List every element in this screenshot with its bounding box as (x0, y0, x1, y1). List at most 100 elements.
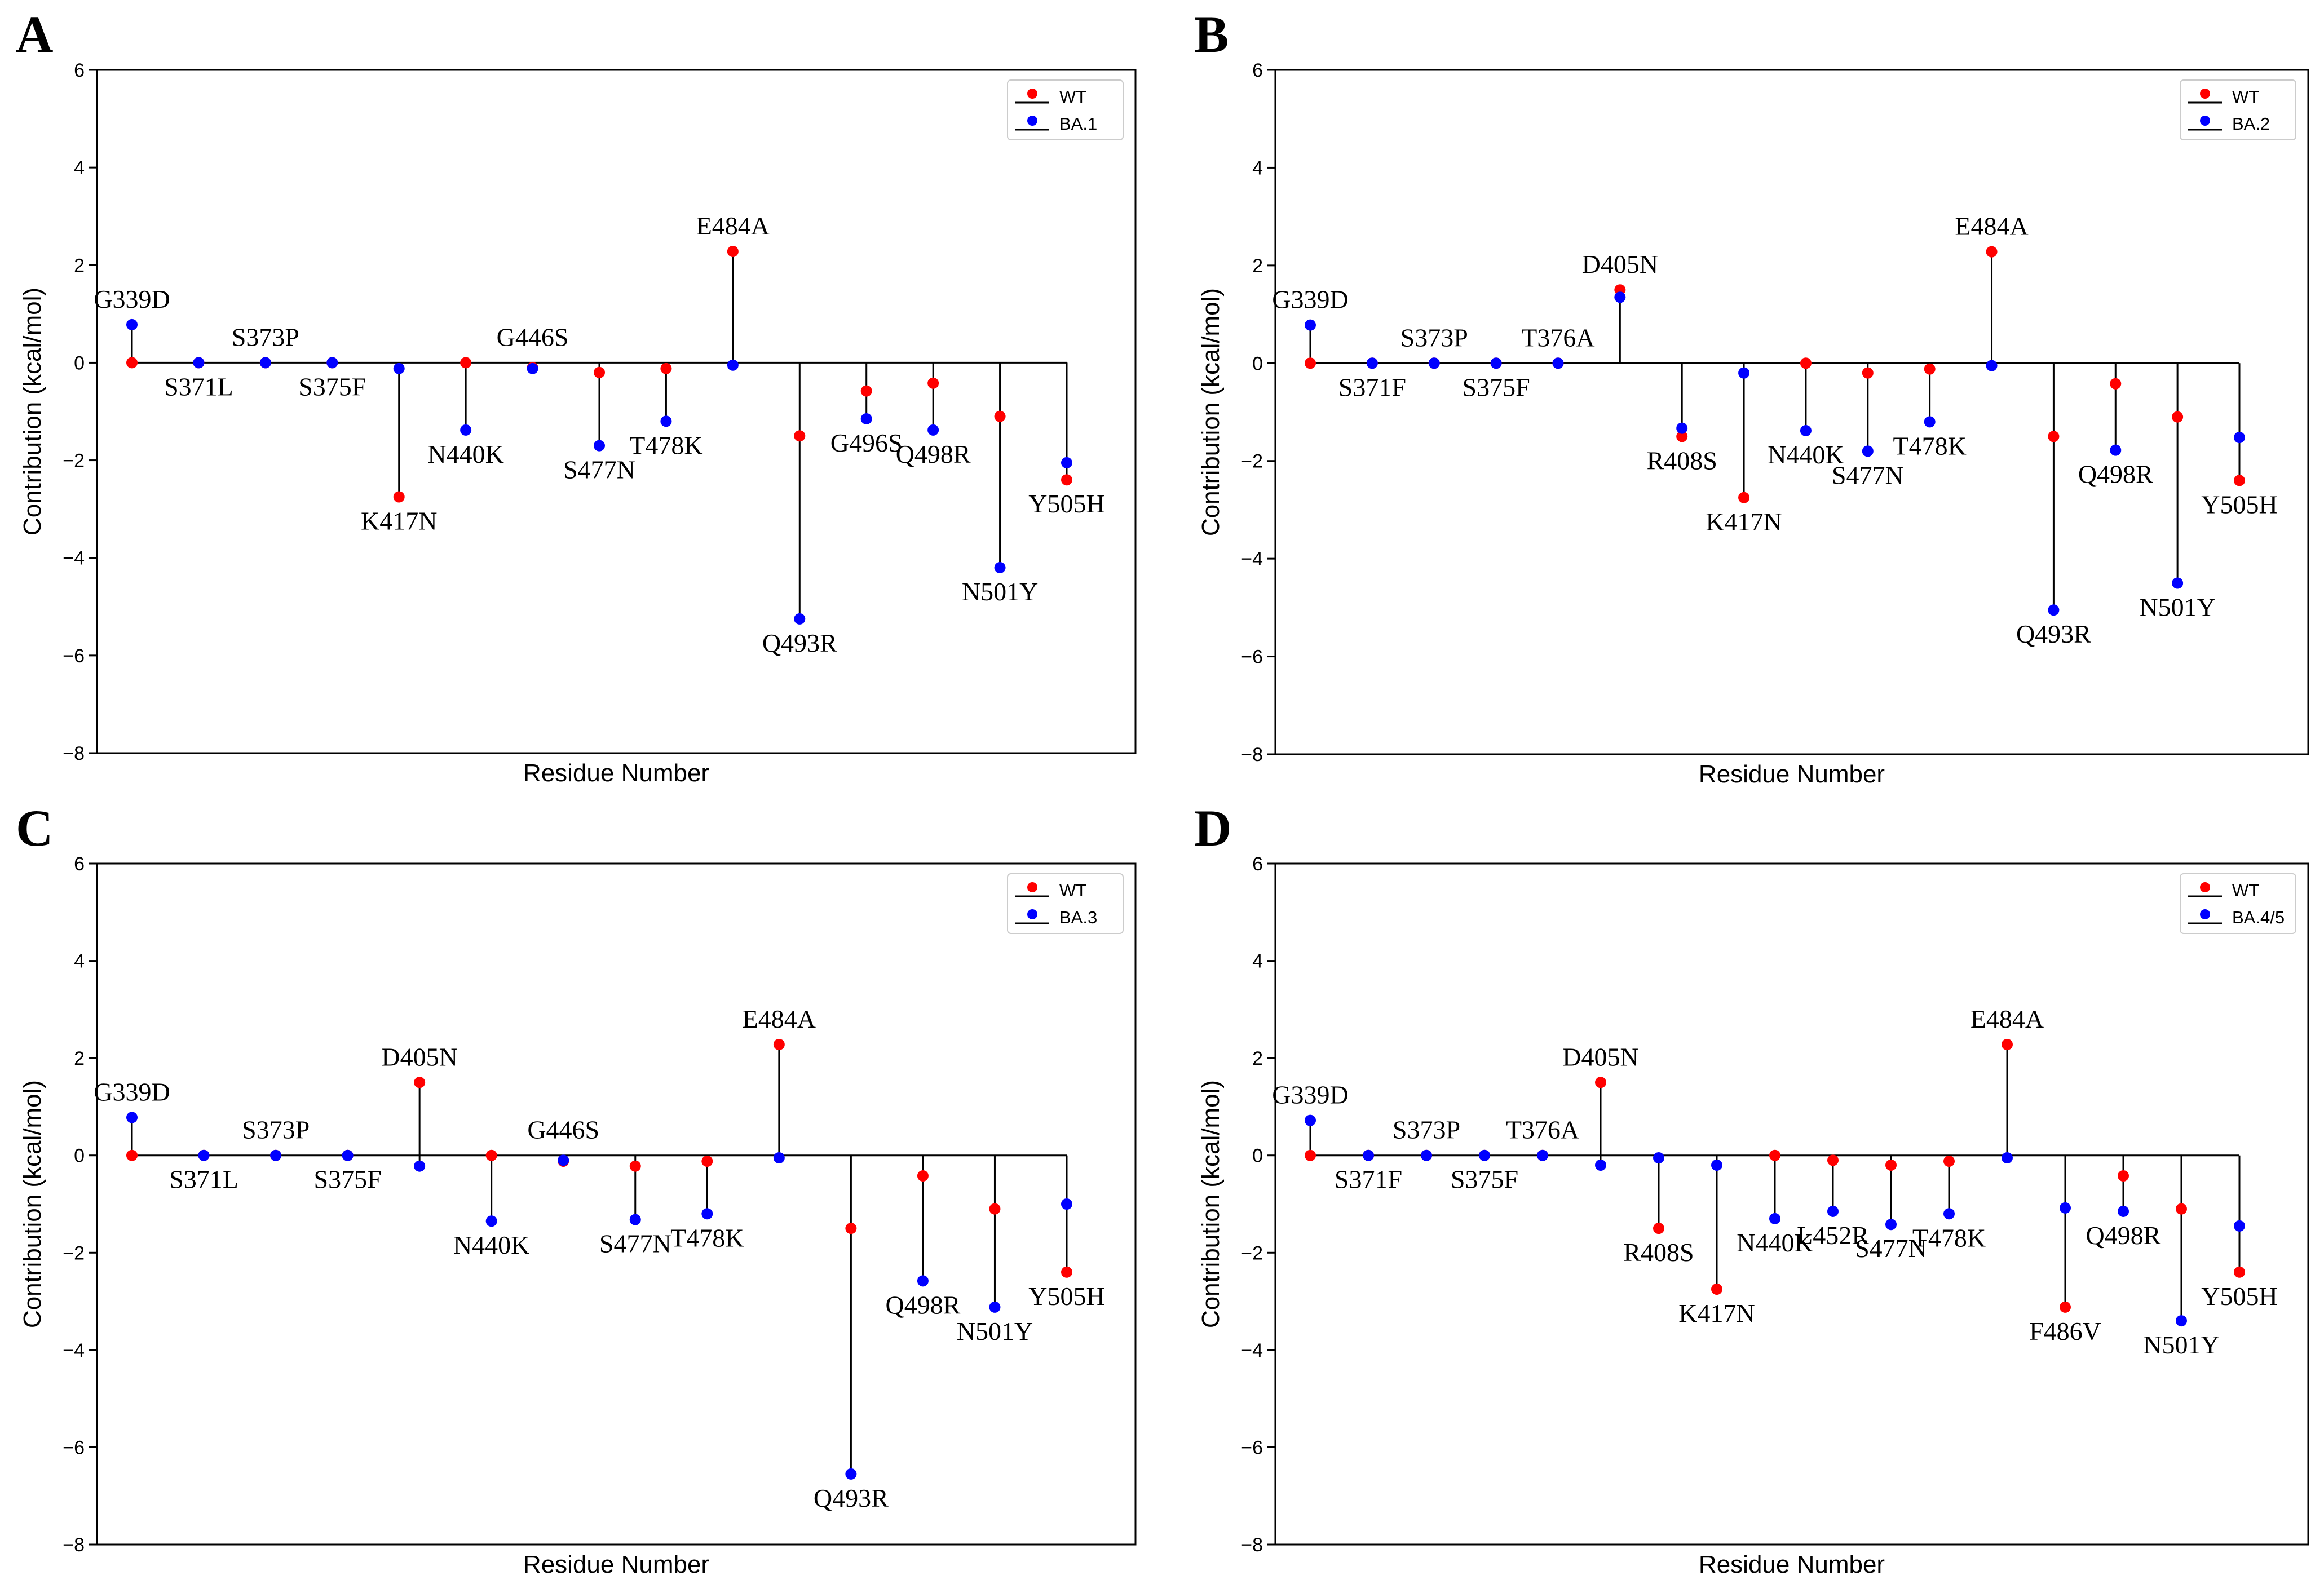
mutation-label: L452R (1797, 1221, 1869, 1250)
variant-point (860, 413, 872, 424)
mutation-label: S373P (232, 322, 299, 351)
mutation-label: E484A (1970, 1005, 2044, 1033)
variant-point (2118, 1205, 2129, 1217)
mutation-label: N440K (453, 1231, 529, 1259)
mutation-n501y: N501Y (957, 1155, 1033, 1346)
mutation-n440k: N440K (453, 1149, 529, 1259)
wt-point (860, 385, 872, 397)
panel-d: D6 4 2 0 −2 −4 −6 −8 Residue Number Contribution … (1194, 799, 2309, 1578)
mutation-label: S375F (1451, 1165, 1518, 1194)
variant-point (2234, 1220, 2245, 1232)
mutation-label: D405N (1582, 250, 1658, 278)
mutation-g446s: G446S (527, 1116, 599, 1167)
mutation-y505h: Y505H (2201, 363, 2278, 519)
legend-wt-marker (1027, 882, 1037, 892)
y-tick-label: 6 (1252, 60, 1263, 81)
mutation-e484a: E484A (743, 1005, 816, 1164)
legend-variant-marker (2200, 909, 2210, 919)
variant-point (270, 1149, 282, 1161)
mutation-q498r: Q498R (2086, 1155, 2161, 1250)
mutation-s375f: S375F (1463, 357, 1530, 401)
variant-point (198, 1149, 210, 1161)
variant-point (2060, 1202, 2071, 1214)
y-tick-label: −8 (1241, 1534, 1263, 1556)
variant-point (1769, 1213, 1780, 1224)
y-tick-label: 2 (74, 1048, 85, 1069)
panel-a: A6 4 2 0 −2 −4 −6 −8 Residue Number Contribution … (16, 6, 1137, 787)
variant-point (485, 1215, 497, 1227)
legend-label: BA.1 (1059, 114, 1097, 134)
variant-point (1363, 1149, 1374, 1161)
legend: WT BA.4/5 (2180, 873, 2296, 934)
wt-point (2060, 1301, 2071, 1313)
wt-point (927, 377, 939, 389)
variant-point (126, 1112, 138, 1123)
y-axis-label: Contribution (kcal/mol) (1197, 1080, 1225, 1328)
mutation-t376a: T376A (1506, 1116, 1579, 1161)
legend-label: BA.2 (2232, 114, 2270, 134)
mutation-label: T478K (629, 431, 702, 459)
wt-point (989, 1203, 1001, 1215)
variant-point (1676, 422, 1688, 434)
mutation-label: N501Y (2139, 593, 2215, 622)
legend-label: BA.3 (1059, 908, 1097, 927)
variant-point (629, 1214, 641, 1225)
variant-point (1552, 357, 1564, 369)
wt-point (414, 1077, 426, 1088)
wt-point (1305, 1149, 1316, 1161)
wt-point (1738, 492, 1750, 503)
mutation-label: N501Y (962, 577, 1038, 606)
mutation-label: K417N (361, 507, 437, 536)
mutation-s373p: S373P (242, 1116, 310, 1161)
mutation-s477n: S477N (1832, 363, 1904, 489)
mutation-label: R408S (1647, 446, 1717, 475)
mutation-n440k: N440K (1768, 357, 1844, 469)
wt-point (1800, 357, 1812, 369)
y-tick-label: −6 (1241, 647, 1263, 668)
variant-point (259, 357, 271, 369)
mutation-k417n: K417N (1706, 363, 1782, 536)
y-tick-label: 0 (1252, 1145, 1263, 1167)
mutation-label: S373P (242, 1116, 310, 1144)
variant-point (393, 362, 405, 374)
mutation-label: Q493R (814, 1484, 889, 1512)
variant-point (660, 415, 672, 427)
mutation-label: Q498R (896, 440, 971, 468)
wt-point (1862, 367, 1874, 379)
y-tick-label: −6 (63, 645, 85, 667)
y-tick-label: 4 (74, 157, 85, 179)
mutation-d405n: D405N (1562, 1042, 1639, 1171)
x-axis-label: Residue Number (1699, 760, 1885, 788)
mutation-s375f: S375F (1451, 1149, 1518, 1194)
wt-point (126, 357, 138, 369)
mutation-label: E484A (696, 211, 770, 240)
mutation-k417n: K417N (361, 362, 437, 536)
plot-frame (1274, 862, 2309, 1546)
mutation-label: E484A (743, 1005, 816, 1033)
mutation-label: S477N (563, 455, 635, 484)
variant-point (1479, 1149, 1490, 1161)
y-tick-label: −8 (63, 1534, 85, 1556)
variant-point (126, 318, 138, 330)
mutation-label: N501Y (2143, 1330, 2219, 1359)
y-tick-label: 6 (74, 853, 85, 875)
y-tick-label: −8 (1241, 744, 1263, 765)
variant-point (1537, 1149, 1548, 1161)
variant-point (1061, 457, 1072, 468)
wt-point (1924, 363, 1936, 375)
legend-label: WT (1059, 87, 1086, 107)
mutation-n501y: N501Y (2143, 1155, 2220, 1359)
y-tick-label: 0 (74, 352, 85, 374)
wt-point (1827, 1154, 1839, 1166)
variant-point (1885, 1219, 1897, 1231)
y-tick-label: 4 (74, 951, 85, 972)
variant-point (2176, 1315, 2187, 1327)
mutation-q493r: Q493R (814, 1155, 889, 1512)
legend-label: WT (2232, 880, 2259, 900)
mutation-l452r: L452R (1797, 1154, 1869, 1250)
variant-point (994, 562, 1006, 574)
mutation-q493r: Q493R (2016, 363, 2091, 648)
plot-frame (96, 69, 1137, 754)
mutation-label: G339D (1272, 285, 1348, 314)
